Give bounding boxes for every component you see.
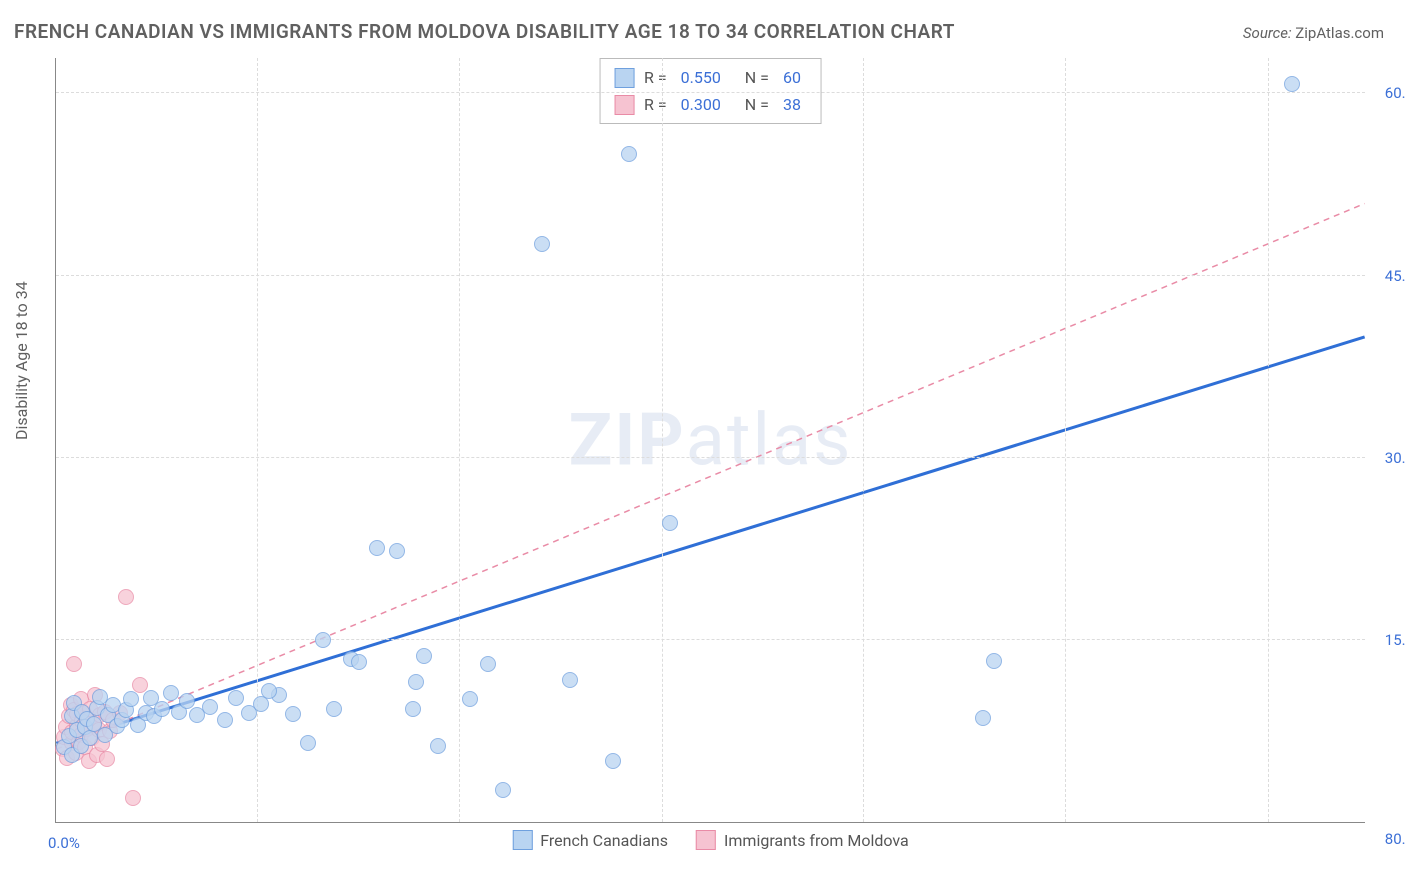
data-point xyxy=(408,674,424,690)
data-point xyxy=(99,751,115,767)
watermark: ZIPatlas xyxy=(569,398,853,483)
legend-swatch xyxy=(696,830,716,850)
data-point xyxy=(975,710,991,726)
legend-r-value: 0.550 xyxy=(681,64,721,91)
source-credit: Source: ZipAtlas.com xyxy=(1243,24,1384,42)
legend-swatch xyxy=(614,95,634,115)
source-label: Source: xyxy=(1243,24,1292,42)
legend-n-label: N = xyxy=(737,91,769,118)
legend-stat-row: R = 0.550 N = 60 xyxy=(614,64,807,91)
legend-r-label: R = xyxy=(644,64,667,91)
y-axis-label: Disability Age 18 to 34 xyxy=(12,281,31,440)
gridline-horizontal xyxy=(56,275,1365,276)
legend-label: French Canadians xyxy=(540,831,668,850)
data-point xyxy=(462,691,478,707)
data-point xyxy=(217,712,233,728)
watermark-light: atlas xyxy=(686,398,853,483)
data-point xyxy=(315,632,331,648)
data-point xyxy=(351,654,367,670)
gridline-horizontal xyxy=(56,639,1365,640)
legend-swatch xyxy=(512,830,532,850)
data-point xyxy=(621,146,637,162)
data-point xyxy=(228,690,244,706)
data-point xyxy=(495,782,511,798)
legend-n-value: 38 xyxy=(783,91,801,118)
legend-r-value: 0.300 xyxy=(681,91,721,118)
legend-stat-row: R = 0.300 N = 38 xyxy=(614,91,807,118)
legend-swatch xyxy=(614,68,634,88)
legend-item: Immigrants from Moldova xyxy=(696,830,909,850)
data-point xyxy=(534,236,550,252)
gridline-vertical xyxy=(1268,58,1269,822)
data-point xyxy=(326,701,342,717)
data-point xyxy=(986,653,1002,669)
data-point xyxy=(179,693,195,709)
legend-n-label: N = xyxy=(737,64,769,91)
data-point xyxy=(480,656,496,672)
chart-title: FRENCH CANADIAN VS IMMIGRANTS FROM MOLDO… xyxy=(14,20,955,43)
data-point xyxy=(416,648,432,664)
data-point xyxy=(163,685,179,701)
watermark-bold: ZIP xyxy=(569,398,686,483)
source-value: ZipAtlas.com xyxy=(1295,24,1384,42)
trend-line xyxy=(56,337,1364,743)
correlation-legend: R = 0.550 N = 60 R = 0.300 N = 38 xyxy=(599,58,822,124)
trend-line xyxy=(56,204,1364,750)
data-point xyxy=(369,540,385,556)
y-tick-label: 15.0% xyxy=(1373,631,1406,649)
gridline-vertical xyxy=(459,58,460,822)
data-point xyxy=(389,543,405,559)
gridline-horizontal xyxy=(56,457,1365,458)
x-axis-origin-label: 0.0% xyxy=(48,834,80,852)
data-point xyxy=(154,701,170,717)
data-point xyxy=(82,730,98,746)
data-point xyxy=(261,683,277,699)
y-tick-label: 30.0% xyxy=(1373,449,1406,467)
x-axis-max-label: 80.0% xyxy=(1385,830,1406,848)
data-point xyxy=(1284,76,1300,92)
legend-label: Immigrants from Moldova xyxy=(724,831,909,850)
gridline-vertical xyxy=(1065,58,1066,822)
y-tick-label: 45.0% xyxy=(1373,267,1406,285)
data-point xyxy=(123,691,139,707)
data-point xyxy=(132,677,148,693)
legend-r-label: R = xyxy=(644,91,667,118)
y-tick-label: 60.0% xyxy=(1373,84,1406,102)
gridline-vertical xyxy=(863,58,864,822)
chart-plot-area: ZIPatlas 0.0% 80.0% R =0.550 N =60R =0.3… xyxy=(55,58,1365,823)
legend-n-value: 60 xyxy=(783,64,801,91)
data-point xyxy=(285,706,301,722)
data-point xyxy=(562,672,578,688)
gridline-horizontal xyxy=(56,92,1365,93)
data-point xyxy=(202,699,218,715)
data-point xyxy=(405,701,421,717)
data-point xyxy=(66,656,82,672)
data-point xyxy=(430,738,446,754)
series-legend: French Canadians Immigrants from Moldova xyxy=(512,830,908,850)
gridline-vertical xyxy=(662,58,663,822)
data-point xyxy=(118,589,134,605)
legend-item: French Canadians xyxy=(512,830,668,850)
data-point xyxy=(300,735,316,751)
data-point xyxy=(662,515,678,531)
data-point xyxy=(125,790,141,806)
data-point xyxy=(605,753,621,769)
